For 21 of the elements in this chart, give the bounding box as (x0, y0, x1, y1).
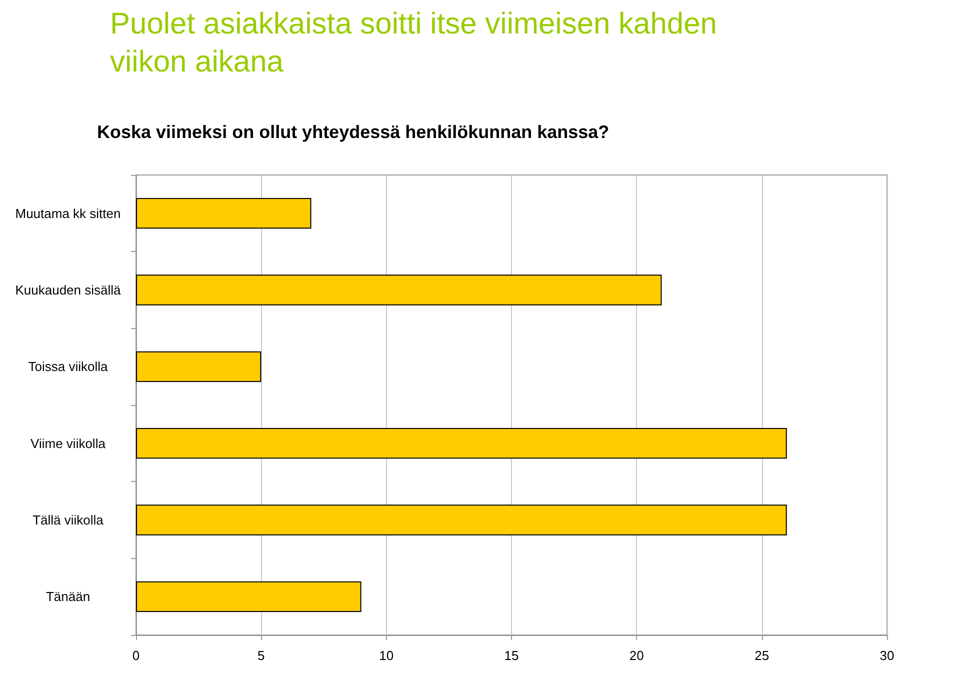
chart-subtitle: Koska viimeksi on ollut yhteydessä henkilökunnan kanssa? (97, 122, 610, 142)
y-tick-label: Muutama kk sitten (15, 206, 121, 221)
y-tick-label: Tänään (46, 589, 90, 604)
y-tick-label: Kuukauden sisällä (15, 282, 122, 298)
bar (136, 428, 787, 459)
bar (136, 274, 662, 306)
y-tick-label: Viime viikolla (30, 436, 106, 451)
x-tick-label: 0 (132, 648, 140, 663)
y-tick-label: Toissa viikolla (28, 359, 108, 374)
x-tick-label: 30 (880, 648, 894, 663)
x-tick-label: 15 (504, 648, 519, 663)
x-tick-label: 20 (629, 648, 644, 663)
bar (136, 351, 262, 382)
x-tick-label: 5 (258, 648, 265, 663)
x-tick-label: 10 (379, 648, 394, 663)
chart-title: Puolet asiakkaista soitti itse viimeisen kahden viikon aikana (110, 8, 726, 78)
y-tick-label: Tällä viikolla (32, 512, 104, 528)
x-tick-label: 25 (754, 648, 770, 663)
bar (136, 504, 787, 536)
bar (136, 581, 362, 612)
bar (136, 198, 312, 229)
